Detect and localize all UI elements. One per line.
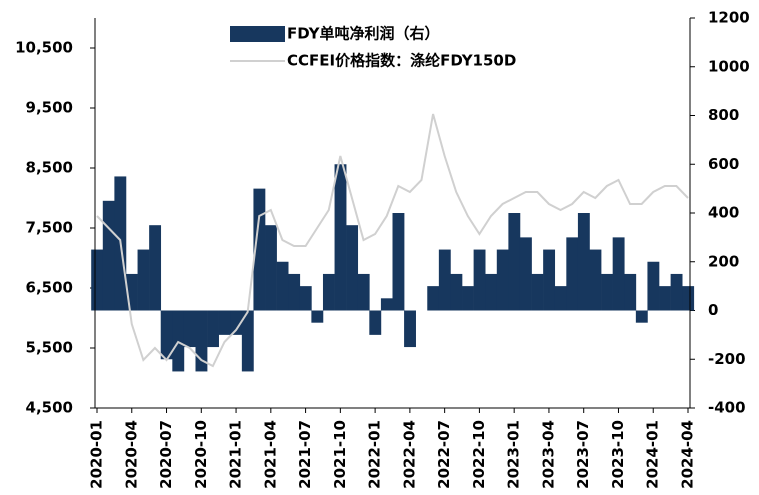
x-tick-label: 2021-07 <box>296 420 314 489</box>
x-tick-label: 2024-04 <box>679 420 697 489</box>
bar <box>334 164 347 311</box>
x-tick-label: 2020-07 <box>157 420 175 489</box>
bar <box>91 249 104 311</box>
bar <box>635 310 648 323</box>
bar <box>392 213 405 311</box>
x-tick-label: 2023-07 <box>574 420 592 489</box>
bar <box>195 310 208 372</box>
x-tick-label: 2020-01 <box>88 420 106 489</box>
x-tick-label: 2021-01 <box>227 420 245 489</box>
bar <box>207 310 219 348</box>
y2-tick-label: 200 <box>708 252 739 270</box>
bar <box>311 310 324 323</box>
bar <box>346 225 359 311</box>
bar <box>276 261 289 311</box>
y2-tick-label: 400 <box>708 204 739 222</box>
bar <box>137 249 150 311</box>
y2-tick-label: 1000 <box>708 57 750 75</box>
x-tick-label: 2021-04 <box>261 420 279 489</box>
y-tick-label: 8,500 <box>26 159 73 177</box>
bar <box>462 286 474 311</box>
bar <box>450 273 463 311</box>
bar <box>577 213 590 311</box>
bar <box>612 237 625 311</box>
bar <box>519 237 532 311</box>
legend-label: CCFEI价格指数：涤纶FDY150D <box>287 52 516 70</box>
bar <box>404 310 416 348</box>
y2-tick-label: -200 <box>708 350 746 368</box>
bar <box>659 286 671 311</box>
y2-tick-label: -400 <box>708 399 746 417</box>
x-tick-label: 2020-10 <box>192 420 210 489</box>
x-tick-label: 2023-01 <box>505 420 523 489</box>
bar <box>670 273 683 311</box>
bar <box>357 273 370 311</box>
y-tick-label: 4,500 <box>26 399 73 417</box>
x-tick-label: 2022-07 <box>435 420 453 489</box>
y2-tick-label: 800 <box>708 106 739 124</box>
legend-swatch <box>230 26 285 42</box>
bar <box>253 188 266 311</box>
bar <box>160 310 173 360</box>
bar <box>369 310 382 335</box>
x-tick-label: 2022-10 <box>470 420 488 489</box>
x-tick-label: 2023-04 <box>539 420 557 489</box>
y-tick-label: 7,500 <box>26 219 73 237</box>
bar <box>183 310 196 348</box>
bar <box>265 225 277 311</box>
x-tick-label: 2023-10 <box>609 420 627 489</box>
bar <box>102 200 115 311</box>
legend-label: FDY单吨净利润（右） <box>287 25 439 43</box>
bar <box>230 310 243 335</box>
bar <box>149 225 162 311</box>
x-tick-label: 2021-10 <box>331 420 349 489</box>
y-tick-label: 10,500 <box>15 39 73 57</box>
y2-tick-label: 0 <box>708 301 718 319</box>
bar <box>601 273 613 311</box>
bar <box>682 286 695 311</box>
bar <box>508 213 521 311</box>
bar <box>438 249 451 311</box>
line <box>96 113 689 368</box>
y-tick-label: 6,500 <box>26 279 73 297</box>
bar <box>624 273 637 311</box>
x-tick-label: 2024-01 <box>644 420 662 489</box>
y-tick-label: 9,500 <box>26 99 73 117</box>
bar <box>322 273 335 311</box>
bar <box>531 273 544 311</box>
x-tick-label: 2020-04 <box>122 420 140 489</box>
bar <box>241 310 254 372</box>
bar <box>496 249 509 311</box>
bar <box>473 249 486 311</box>
bar <box>647 261 660 311</box>
bar <box>543 249 556 311</box>
x-tick-label: 2022-01 <box>366 420 384 489</box>
x-tick-label: 2022-04 <box>400 420 418 489</box>
bar <box>380 298 393 311</box>
y-tick-label: 5,500 <box>26 339 73 357</box>
bar <box>288 273 301 311</box>
bar <box>566 237 579 311</box>
bar <box>427 286 440 311</box>
bar <box>125 273 138 311</box>
y2-tick-label: 600 <box>708 155 739 173</box>
bar <box>554 286 567 311</box>
y2-tick-label: 1200 <box>708 9 750 27</box>
bar <box>589 249 602 311</box>
bar <box>218 310 231 335</box>
bar <box>485 273 498 311</box>
bar <box>299 286 312 311</box>
